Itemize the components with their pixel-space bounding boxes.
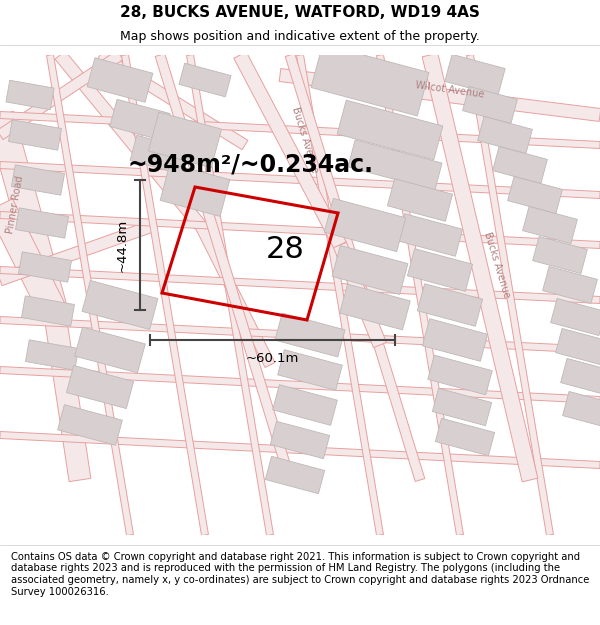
Polygon shape	[44, 313, 91, 482]
Polygon shape	[436, 418, 494, 456]
Polygon shape	[275, 313, 345, 357]
Polygon shape	[478, 116, 532, 154]
Polygon shape	[0, 51, 123, 139]
Polygon shape	[6, 80, 54, 110]
Polygon shape	[0, 111, 68, 319]
Text: Bucks Avenue: Bucks Avenue	[290, 106, 320, 174]
Polygon shape	[334, 242, 386, 348]
Text: Wilcot Avenue: Wilcot Avenue	[415, 80, 485, 100]
Text: Pinner Road: Pinner Road	[5, 175, 25, 235]
Polygon shape	[463, 86, 517, 124]
Polygon shape	[8, 120, 62, 150]
Polygon shape	[397, 214, 463, 256]
Polygon shape	[271, 421, 329, 459]
Polygon shape	[428, 355, 492, 395]
Polygon shape	[445, 54, 505, 96]
Text: ~948m²/~0.234ac.: ~948m²/~0.234ac.	[127, 153, 373, 177]
Polygon shape	[285, 54, 425, 481]
Polygon shape	[22, 296, 74, 326]
Polygon shape	[0, 316, 600, 354]
Polygon shape	[19, 252, 71, 282]
Polygon shape	[0, 219, 157, 286]
Polygon shape	[0, 211, 600, 249]
Polygon shape	[348, 140, 442, 190]
Polygon shape	[11, 165, 65, 195]
Polygon shape	[148, 112, 221, 168]
Polygon shape	[0, 111, 600, 149]
Polygon shape	[508, 176, 562, 214]
Text: Bucks Avenue: Bucks Avenue	[482, 231, 512, 299]
Polygon shape	[467, 54, 553, 536]
Text: 28: 28	[266, 236, 304, 264]
Polygon shape	[279, 69, 600, 121]
Polygon shape	[122, 54, 208, 536]
Polygon shape	[155, 54, 295, 481]
Polygon shape	[75, 327, 145, 373]
Polygon shape	[82, 281, 158, 329]
Polygon shape	[234, 52, 346, 248]
Polygon shape	[433, 388, 491, 426]
Polygon shape	[67, 366, 134, 409]
Text: ~44.8m: ~44.8m	[115, 218, 128, 272]
Polygon shape	[179, 63, 231, 97]
Polygon shape	[556, 329, 600, 366]
Polygon shape	[533, 236, 587, 274]
Polygon shape	[265, 456, 325, 494]
Polygon shape	[377, 54, 463, 536]
Polygon shape	[422, 319, 488, 361]
Polygon shape	[551, 299, 600, 336]
Polygon shape	[563, 391, 600, 429]
Polygon shape	[493, 146, 547, 184]
Polygon shape	[311, 44, 429, 116]
Polygon shape	[542, 266, 598, 304]
Polygon shape	[278, 349, 343, 391]
Polygon shape	[25, 340, 79, 370]
Polygon shape	[187, 54, 274, 536]
Text: Contains OS data © Crown copyright and database right 2021. This information is : Contains OS data © Crown copyright and d…	[11, 552, 589, 597]
Polygon shape	[0, 366, 600, 404]
Polygon shape	[0, 199, 68, 321]
Polygon shape	[388, 179, 452, 221]
Text: 28, BUCKS AVENUE, WATFORD, WD19 4AS: 28, BUCKS AVENUE, WATFORD, WD19 4AS	[120, 6, 480, 21]
Polygon shape	[0, 431, 600, 469]
Polygon shape	[560, 359, 600, 396]
Polygon shape	[337, 100, 443, 160]
Text: ~60.1m: ~60.1m	[246, 351, 299, 364]
Polygon shape	[47, 54, 133, 536]
Polygon shape	[97, 51, 248, 149]
Polygon shape	[0, 266, 600, 304]
Polygon shape	[422, 53, 538, 482]
Polygon shape	[16, 208, 68, 238]
Polygon shape	[332, 246, 408, 294]
Polygon shape	[130, 136, 190, 174]
Polygon shape	[272, 384, 337, 426]
Text: Map shows position and indicative extent of the property.: Map shows position and indicative extent…	[120, 29, 480, 42]
Polygon shape	[87, 58, 153, 102]
Polygon shape	[55, 51, 205, 229]
Polygon shape	[0, 161, 600, 199]
Polygon shape	[418, 284, 482, 326]
Polygon shape	[195, 222, 275, 368]
Polygon shape	[340, 284, 410, 330]
Polygon shape	[324, 198, 406, 252]
Polygon shape	[296, 54, 383, 536]
Polygon shape	[407, 249, 473, 291]
Polygon shape	[58, 404, 122, 446]
Polygon shape	[160, 164, 230, 216]
Polygon shape	[110, 99, 170, 141]
Polygon shape	[523, 206, 577, 244]
